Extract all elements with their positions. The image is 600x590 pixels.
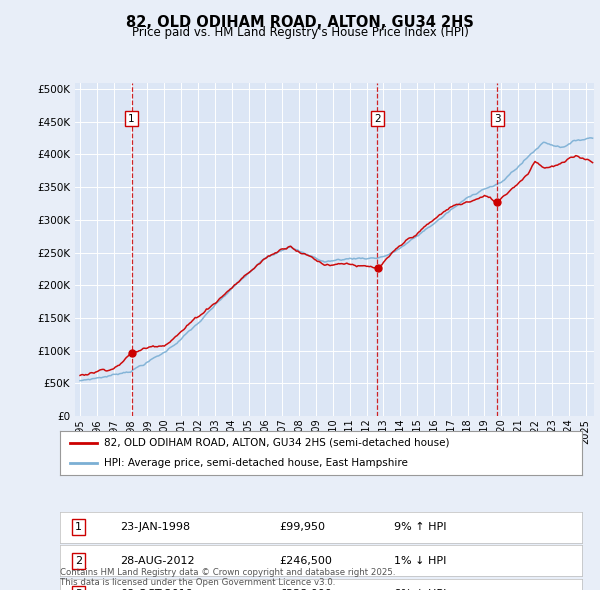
Text: 9% ↑ HPI: 9% ↑ HPI <box>394 522 446 532</box>
Text: 28-AUG-2012: 28-AUG-2012 <box>120 556 194 566</box>
Text: 3: 3 <box>494 113 501 123</box>
Text: Contains HM Land Registry data © Crown copyright and database right 2025.
This d: Contains HM Land Registry data © Crown c… <box>60 568 395 587</box>
Text: £246,500: £246,500 <box>279 556 332 566</box>
Text: 2: 2 <box>374 113 381 123</box>
Text: 1: 1 <box>128 113 135 123</box>
Text: 1: 1 <box>75 522 82 532</box>
Text: Price paid vs. HM Land Registry's House Price Index (HPI): Price paid vs. HM Land Registry's House … <box>131 26 469 39</box>
Text: 23-JAN-1998: 23-JAN-1998 <box>120 522 190 532</box>
Text: 1% ↓ HPI: 1% ↓ HPI <box>394 556 446 566</box>
Text: 82, OLD ODIHAM ROAD, ALTON, GU34 2HS (semi-detached house): 82, OLD ODIHAM ROAD, ALTON, GU34 2HS (se… <box>104 438 450 448</box>
Text: 2: 2 <box>75 556 82 566</box>
Text: HPI: Average price, semi-detached house, East Hampshire: HPI: Average price, semi-detached house,… <box>104 458 408 468</box>
Text: 82, OLD ODIHAM ROAD, ALTON, GU34 2HS: 82, OLD ODIHAM ROAD, ALTON, GU34 2HS <box>126 15 474 30</box>
Text: £99,950: £99,950 <box>279 522 325 532</box>
